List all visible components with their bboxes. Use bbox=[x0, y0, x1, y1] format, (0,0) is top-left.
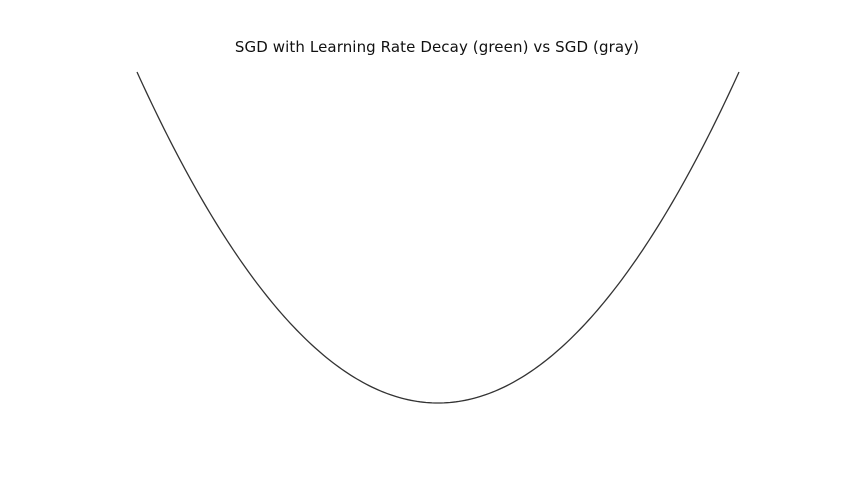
chart-title: SGD with Learning Rate Decay (green) vs … bbox=[234, 38, 640, 56]
loss-curve-line bbox=[136, 71, 740, 404]
series-layer bbox=[136, 71, 740, 404]
